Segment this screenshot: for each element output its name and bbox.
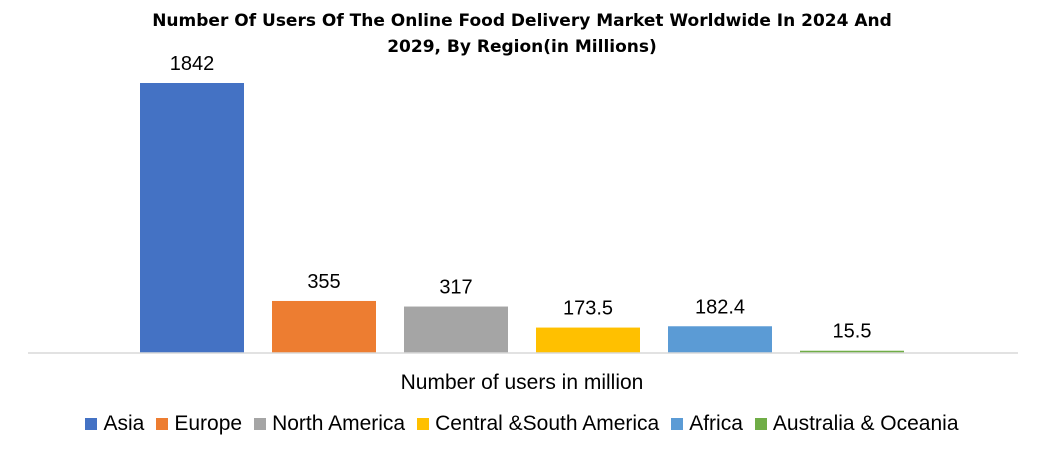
bar-africa (668, 326, 772, 353)
data-label: 1842 (170, 53, 215, 75)
data-label: 15.5 (833, 321, 872, 343)
legend-label: Europe (174, 412, 243, 435)
legend-label: Africa (689, 412, 743, 435)
legend-item: Central &South America (417, 412, 659, 436)
legend-item: Australia & Oceania (754, 412, 959, 436)
bar-europe (272, 300, 376, 353)
legend-item: Africa (671, 412, 743, 436)
data-label: 355 (307, 271, 340, 293)
legend-label: Australia & Oceania (772, 412, 959, 435)
legend-label: North America (272, 412, 406, 435)
legend-item: Europe (156, 412, 242, 436)
chart-title-line-1: Number Of Users Of The Online Food Deliv… (152, 11, 892, 31)
legend-item: Asia (85, 412, 144, 436)
legend-swatch (671, 418, 684, 430)
legend-label: Central &South America (435, 412, 660, 435)
legend-swatch (754, 418, 767, 430)
bar-central-south-america (536, 327, 640, 353)
legend: Asia Europe North America Central &South Am… (0, 412, 1044, 436)
bar-australia-oceania (800, 350, 904, 353)
legend-swatch (85, 418, 98, 430)
legend-swatch (417, 418, 430, 430)
bar-asia (140, 83, 244, 353)
data-label: 182.4 (695, 296, 745, 318)
chart-title: Number Of Users Of The Online Food Deliv… (0, 8, 1044, 60)
legend-item: North America (254, 412, 405, 436)
data-label: 317 (439, 277, 472, 299)
chart-title-line-2: 2029, By Region(in Millions) (387, 37, 657, 57)
bar-north-america (404, 306, 508, 353)
x-axis-label: Number of users in million (400, 371, 644, 394)
legend-label: Asia (103, 412, 145, 435)
legend-swatch (156, 418, 169, 430)
legend-swatch (254, 418, 267, 430)
data-label: 173.5 (563, 298, 613, 320)
